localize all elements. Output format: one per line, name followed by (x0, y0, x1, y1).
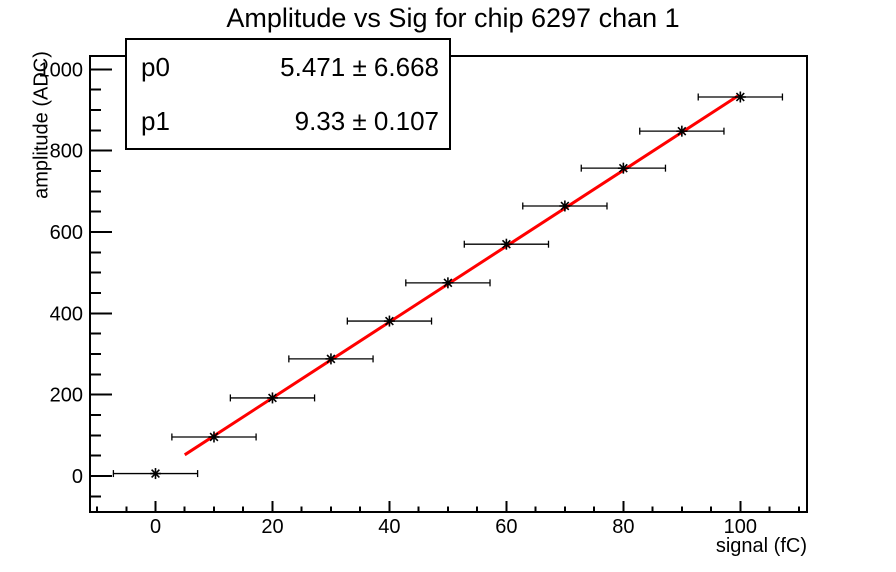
y-tick-label: 800 (50, 141, 83, 163)
stats-row-p1: p1 9.33 ± 0.107 (127, 106, 449, 137)
x-tick-label: 0 (150, 516, 161, 538)
y-tick-label: 0 (72, 466, 83, 488)
data-point-marker (522, 200, 608, 212)
data-point-marker (171, 431, 257, 443)
data-point-marker (288, 353, 374, 365)
stats-p1-value: 9.33 ± 0.107 (294, 105, 439, 136)
data-point-marker (580, 162, 667, 174)
y-axis-ticks: 0 200 400 600 800 1000 (39, 59, 112, 498)
fit-line (183, 94, 739, 457)
data-point-marker (346, 315, 433, 327)
data-points (112, 91, 784, 480)
y-tick-label: 1000 (39, 59, 84, 81)
fit-stats-box: p0 5.471 ± 6.668 p1 9.33 ± 0.107 (125, 38, 451, 150)
stats-p0-label: p0 (141, 51, 170, 82)
y-tick-label: 600 (50, 222, 83, 244)
data-point-marker (112, 468, 199, 480)
x-axis-ticks: 0 20 40 60 80 100 (96, 501, 800, 538)
stats-p0-value: 5.471 ± 6.668 (280, 51, 439, 82)
stats-p1-label: p1 (141, 105, 170, 136)
data-point-marker (229, 392, 316, 404)
chart-title: Amplitude vs Sig for chip 6297 chan 1 (226, 3, 680, 33)
data-point-marker (463, 238, 550, 250)
stats-row-p0: p0 5.471 ± 6.668 (127, 52, 449, 83)
y-tick-label: 200 (50, 385, 83, 407)
x-tick-label: 20 (261, 516, 283, 538)
x-tick-label: 80 (612, 516, 634, 538)
x-tick-label: 60 (495, 516, 517, 538)
x-tick-label: 100 (724, 516, 757, 538)
data-point-marker (697, 91, 784, 103)
y-axis-title: amplitude (ADC) (30, 51, 53, 199)
x-axis-title: signal (fC) (715, 535, 807, 557)
y-tick-label: 400 (50, 303, 83, 325)
data-point-marker (639, 125, 725, 137)
data-point-marker (405, 277, 491, 289)
x-tick-label: 40 (378, 516, 400, 538)
